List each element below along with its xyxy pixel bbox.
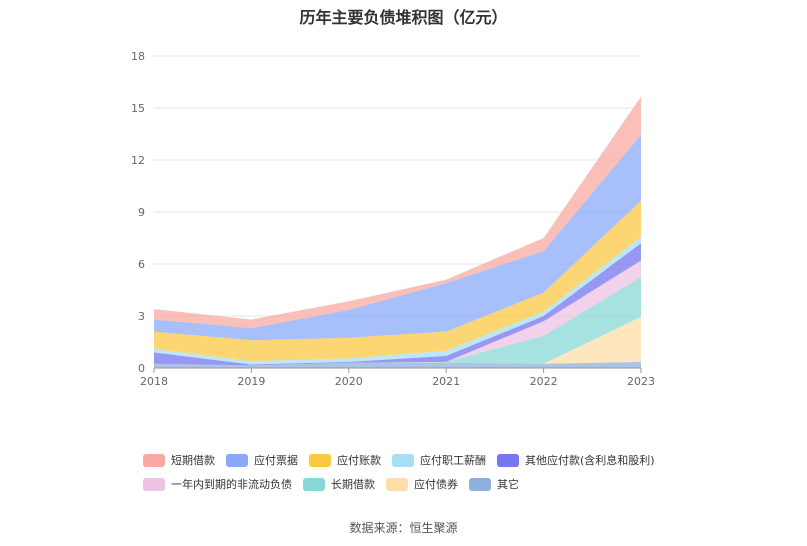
legend-swatch [303, 477, 325, 491]
legend-item[interactable]: 其他应付款(含利息和股利) [497, 452, 655, 468]
legend-item[interactable]: 其它 [469, 476, 519, 492]
legend-swatch [143, 453, 165, 467]
legend-label: 一年内到期的非流动负债 [171, 478, 292, 491]
y-tick-label: 3 [138, 310, 145, 323]
legend-swatch [497, 453, 519, 467]
legend-label: 其他应付款(含利息和股利) [525, 454, 655, 467]
legend-label: 应付票据 [254, 454, 298, 467]
y-tick-label: 9 [138, 206, 145, 219]
y-tick-label: 6 [138, 258, 145, 271]
x-tick-label: 2023 [627, 375, 655, 388]
area-series-0 [154, 361, 641, 368]
legend-item[interactable]: 应付票据 [226, 452, 298, 468]
area-series-1 [154, 316, 641, 366]
legend-label: 应付职工薪酬 [420, 454, 486, 467]
legend-label: 其它 [497, 478, 519, 491]
source-note: 数据来源：恒生聚源 [349, 521, 458, 535]
area-series-6 [154, 200, 641, 362]
x-tick-label: 2019 [237, 375, 265, 388]
legend-item[interactable]: 应付债券 [386, 476, 458, 492]
legend-label: 应付债券 [414, 478, 458, 491]
axis-layer: 0 3 6 9 12 15 18 2018 2019 2020 2021 2022 2023 [131, 50, 655, 388]
y-tick-label: 12 [131, 154, 145, 167]
legend: 短期借款 应付票据 应付账款 应付职工薪酬 其他应付款(含利息和股利) 一年内到期的非流… [143, 448, 703, 496]
legend-item[interactable]: 短期借款 [143, 452, 215, 468]
y-tick-label: 15 [131, 102, 145, 115]
legend-label: 应付账款 [337, 454, 381, 467]
area-layer [154, 96, 641, 368]
legend-swatch [309, 453, 331, 467]
x-tick-label: 2022 [530, 375, 558, 388]
legend-swatch [386, 477, 408, 491]
legend-swatch [469, 477, 491, 491]
legend-item[interactable]: 一年内到期的非流动负债 [143, 476, 292, 492]
legend-item[interactable]: 应付职工薪酬 [392, 452, 486, 468]
legend-row-1: 短期借款 应付票据 应付账款 应付职工薪酬 其他应付款(含利息和股利) [143, 448, 703, 472]
legend-row-2: 一年内到期的非流动负债 长期借款 应付债券 其它 [143, 472, 703, 496]
legend-swatch [143, 477, 165, 491]
legend-swatch [226, 453, 248, 467]
x-tick-label: 2018 [140, 375, 168, 388]
area-series-7 [154, 134, 641, 341]
legend-label: 短期借款 [171, 454, 215, 467]
x-tick-label: 2021 [432, 375, 460, 388]
area-series-2 [154, 277, 641, 366]
chart-title: 历年主要负债堆积图（亿元） [299, 8, 508, 27]
x-tick-label: 2020 [335, 375, 363, 388]
y-tick-label: 0 [138, 362, 145, 375]
legend-item[interactable]: 应付账款 [309, 452, 381, 468]
legend-item[interactable]: 长期借款 [303, 476, 375, 492]
legend-swatch [392, 453, 414, 467]
area-series-3 [154, 260, 641, 366]
legend-label: 长期借款 [331, 478, 375, 491]
y-tick-label: 18 [131, 50, 145, 63]
